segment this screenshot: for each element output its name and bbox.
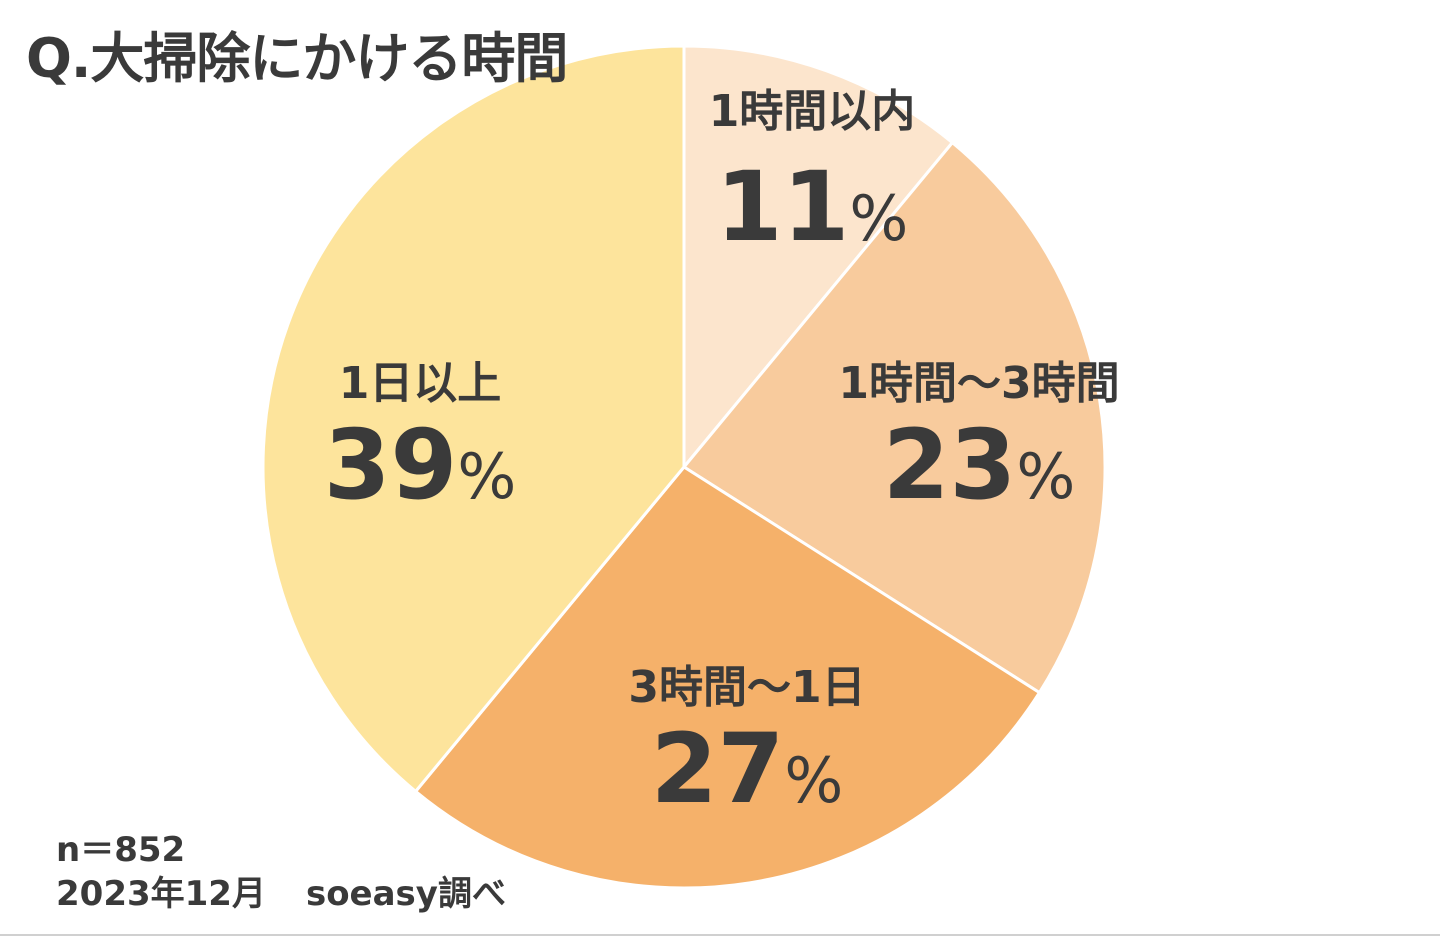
slice-category-label: 1時間〜3時間	[838, 358, 1119, 409]
survey-date: 2023年12月	[56, 874, 266, 914]
bottom-divider	[0, 934, 1440, 936]
slice-percent-label: 11%	[716, 151, 909, 263]
pie-slices	[261, 44, 1107, 890]
pie-slice	[414, 465, 1041, 890]
survey-source: soeasy調べ	[305, 874, 506, 914]
chart-title: Q.大掃除にかける時間	[26, 27, 568, 90]
source-note: 2023年12月 soeasy調べ	[56, 866, 506, 915]
slice-category-label: 3時間〜1日	[628, 662, 865, 713]
slice-category-label: 1時間以内	[709, 86, 916, 137]
slice-percent-label: 23%	[883, 409, 1076, 521]
slice-percent-label: 27%	[651, 713, 844, 825]
slice-percent-label: 39%	[324, 409, 517, 521]
pie-slice	[682, 44, 954, 469]
sample-size: n＝852	[56, 830, 186, 870]
slice-category-label: 1日以上	[339, 358, 502, 409]
pie-slice	[261, 44, 686, 793]
pie-slice	[682, 141, 1107, 695]
